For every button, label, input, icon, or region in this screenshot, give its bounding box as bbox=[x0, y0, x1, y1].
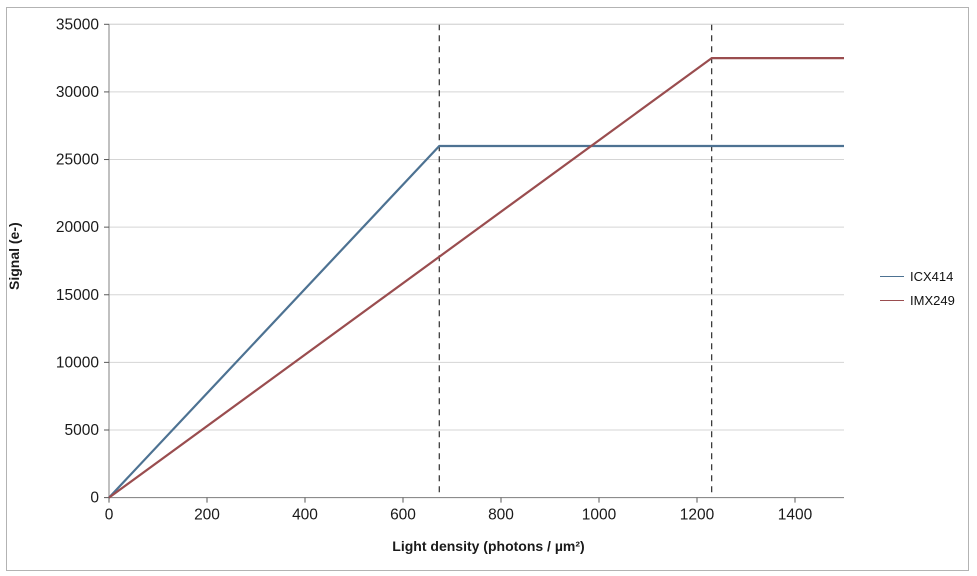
svg-text:30000: 30000 bbox=[56, 84, 99, 101]
svg-text:15000: 15000 bbox=[56, 287, 99, 304]
svg-text:800: 800 bbox=[488, 507, 514, 524]
svg-text:1000: 1000 bbox=[582, 507, 617, 524]
svg-text:35000: 35000 bbox=[56, 16, 99, 33]
svg-text:200: 200 bbox=[194, 507, 220, 524]
svg-text:0: 0 bbox=[105, 507, 114, 524]
svg-text:1400: 1400 bbox=[778, 507, 813, 524]
svg-text:400: 400 bbox=[292, 507, 318, 524]
svg-text:0: 0 bbox=[90, 490, 99, 507]
svg-text:5000: 5000 bbox=[65, 422, 100, 439]
svg-text:1200: 1200 bbox=[680, 507, 715, 524]
svg-text:600: 600 bbox=[390, 507, 416, 524]
svg-text:10000: 10000 bbox=[56, 354, 99, 371]
svg-text:25000: 25000 bbox=[56, 152, 99, 169]
svg-text:20000: 20000 bbox=[56, 219, 99, 236]
